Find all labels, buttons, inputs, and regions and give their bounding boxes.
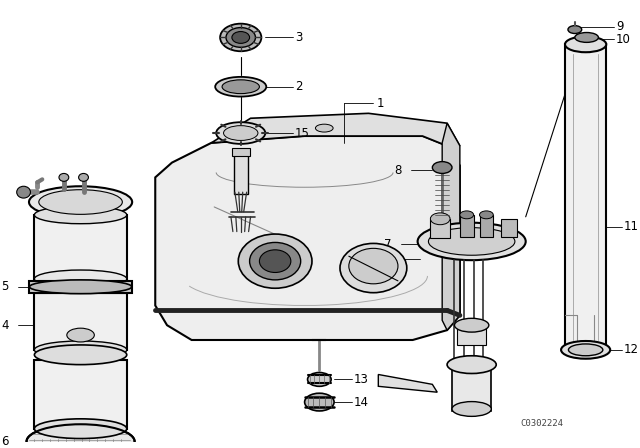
- Polygon shape: [378, 375, 437, 392]
- Ellipse shape: [226, 28, 255, 47]
- Ellipse shape: [35, 270, 127, 288]
- Ellipse shape: [59, 173, 68, 181]
- Polygon shape: [156, 136, 460, 340]
- Bar: [35, 215, 127, 279]
- Ellipse shape: [568, 344, 603, 356]
- Ellipse shape: [250, 242, 301, 280]
- Ellipse shape: [447, 356, 496, 374]
- Ellipse shape: [222, 80, 259, 94]
- Text: 11: 11: [624, 220, 639, 233]
- Text: 6: 6: [1, 435, 8, 448]
- Text: 9: 9: [616, 20, 623, 33]
- Bar: [234, 150, 248, 194]
- Text: 12: 12: [624, 343, 639, 356]
- Ellipse shape: [17, 186, 31, 198]
- Ellipse shape: [215, 77, 266, 97]
- Ellipse shape: [29, 280, 132, 294]
- Ellipse shape: [238, 234, 312, 288]
- Text: 3: 3: [295, 31, 302, 44]
- Text: 4: 4: [1, 319, 8, 332]
- Ellipse shape: [460, 211, 474, 219]
- Ellipse shape: [568, 26, 582, 34]
- Ellipse shape: [305, 393, 334, 411]
- Ellipse shape: [452, 401, 492, 416]
- Bar: [565, 44, 606, 350]
- Ellipse shape: [454, 319, 489, 332]
- Ellipse shape: [575, 33, 598, 43]
- Ellipse shape: [216, 122, 266, 144]
- Text: 15: 15: [295, 126, 310, 139]
- Ellipse shape: [35, 345, 127, 365]
- Ellipse shape: [316, 124, 333, 132]
- Bar: [35, 360, 127, 429]
- Ellipse shape: [67, 328, 94, 342]
- Text: 5: 5: [1, 280, 8, 293]
- Bar: [501, 219, 517, 237]
- Text: 14: 14: [354, 396, 369, 409]
- Ellipse shape: [349, 248, 398, 284]
- Bar: [232, 148, 250, 156]
- Ellipse shape: [79, 173, 88, 181]
- Ellipse shape: [35, 419, 127, 439]
- Ellipse shape: [39, 190, 122, 214]
- Polygon shape: [442, 123, 460, 330]
- Ellipse shape: [35, 206, 127, 224]
- Ellipse shape: [223, 125, 258, 140]
- Text: 1: 1: [376, 97, 384, 110]
- Ellipse shape: [232, 31, 250, 43]
- Bar: [460, 215, 474, 237]
- Ellipse shape: [259, 250, 291, 272]
- Text: 10: 10: [616, 33, 631, 46]
- Ellipse shape: [561, 341, 610, 359]
- Text: 7: 7: [384, 238, 392, 251]
- Text: 8: 8: [394, 164, 401, 177]
- Bar: [29, 281, 132, 293]
- Ellipse shape: [35, 341, 127, 359]
- Bar: [430, 219, 450, 238]
- Polygon shape: [211, 113, 460, 146]
- Ellipse shape: [418, 223, 525, 260]
- Ellipse shape: [433, 162, 452, 173]
- Text: C0302224: C0302224: [521, 419, 564, 428]
- Ellipse shape: [26, 424, 134, 448]
- Ellipse shape: [479, 211, 493, 219]
- Bar: [35, 293, 127, 350]
- Text: 13: 13: [354, 373, 369, 386]
- Text: 2: 2: [295, 80, 302, 93]
- Ellipse shape: [308, 373, 331, 386]
- Bar: [457, 325, 486, 345]
- Ellipse shape: [565, 36, 606, 52]
- Ellipse shape: [430, 213, 450, 225]
- Bar: [452, 370, 492, 411]
- Ellipse shape: [220, 24, 261, 51]
- Ellipse shape: [340, 243, 407, 293]
- Text: 5: 5: [386, 253, 394, 266]
- Bar: [479, 215, 493, 237]
- Ellipse shape: [29, 186, 132, 218]
- Ellipse shape: [428, 228, 515, 255]
